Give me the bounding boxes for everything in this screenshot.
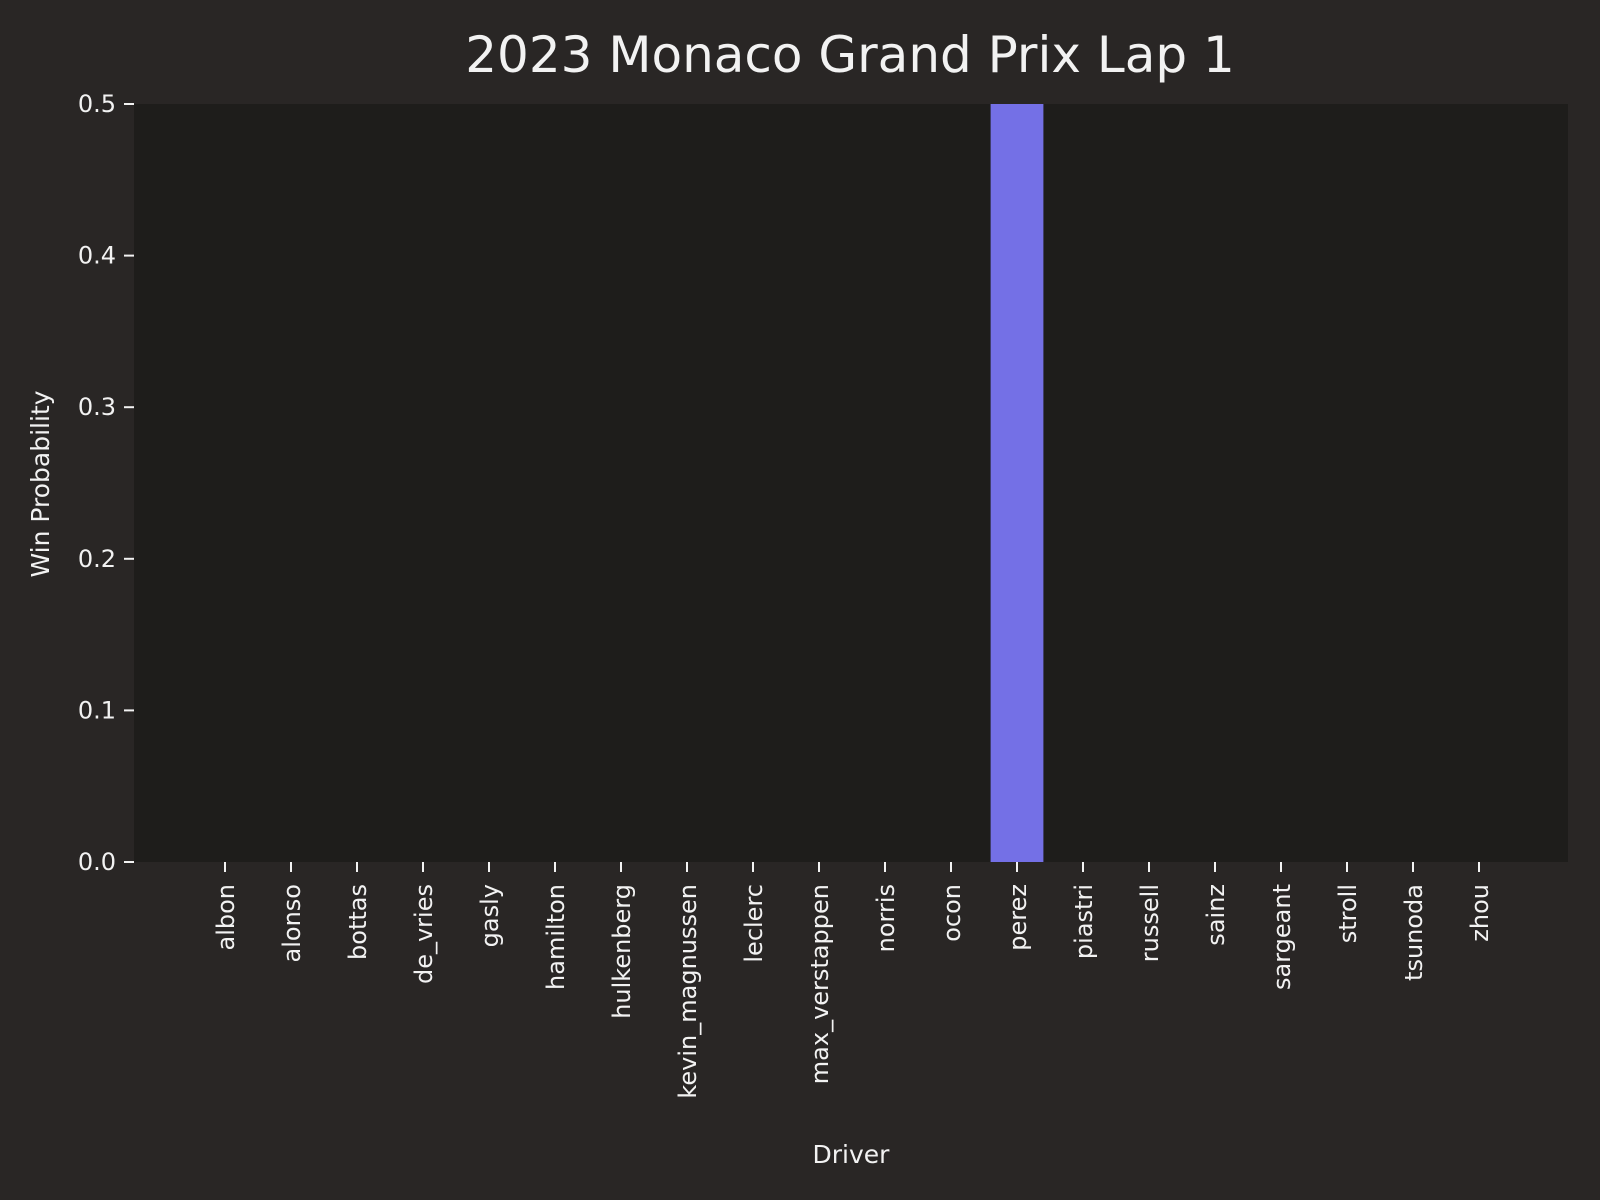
y-tick-label: 0.5 — [78, 90, 116, 118]
x-tick-label: zhou — [1466, 884, 1494, 942]
x-tick-label: max_verstappen — [806, 884, 834, 1084]
x-tick-label: hamilton — [542, 884, 570, 990]
x-tick-label: albon — [212, 884, 240, 951]
x-tick-label: sainz — [1202, 884, 1230, 946]
x-tick-label: ocon — [938, 884, 966, 942]
y-tick-label: 0.1 — [78, 696, 116, 724]
x-tick-label: russell — [1136, 884, 1164, 962]
bar-perez — [990, 104, 1044, 862]
x-tick-label: piastri — [1070, 884, 1098, 959]
x-tick-label: bottas — [344, 884, 372, 960]
y-tick-label: 0.2 — [78, 545, 116, 573]
x-tick-label: hulkenberg — [608, 884, 636, 1019]
x-tick-label: leclerc — [740, 884, 768, 963]
x-tick-label: tsunoda — [1400, 884, 1428, 981]
y-tick-label: 0.4 — [78, 242, 116, 270]
y-axis-label: Win Probability — [26, 390, 55, 577]
x-tick-label: stroll — [1334, 884, 1362, 943]
x-tick-label: perez — [1004, 884, 1032, 951]
y-axis: 0.0 0.1 0.2 0.3 0.4 0.5 — [78, 90, 134, 876]
x-axis-label: Driver — [813, 1140, 891, 1169]
x-tick-label: norris — [872, 884, 900, 952]
chart-title: 2023 Monaco Grand Prix Lap 1 — [465, 26, 1235, 84]
x-tick-label: de_vries — [410, 884, 438, 984]
plot-area — [134, 104, 1568, 862]
x-tick-label: alonso — [278, 884, 306, 962]
y-tick-label: 0.3 — [78, 393, 116, 421]
x-axis: albon alonso bottas de_vries gasly hamilton hu… — [212, 862, 1494, 1099]
x-tick-label: gasly — [476, 884, 504, 947]
x-tick-label: sargeant — [1268, 884, 1296, 990]
bars-layer — [990, 104, 1044, 862]
y-tick-label: 0.0 — [78, 848, 116, 876]
x-tick-label: kevin_magnussen — [674, 884, 702, 1099]
